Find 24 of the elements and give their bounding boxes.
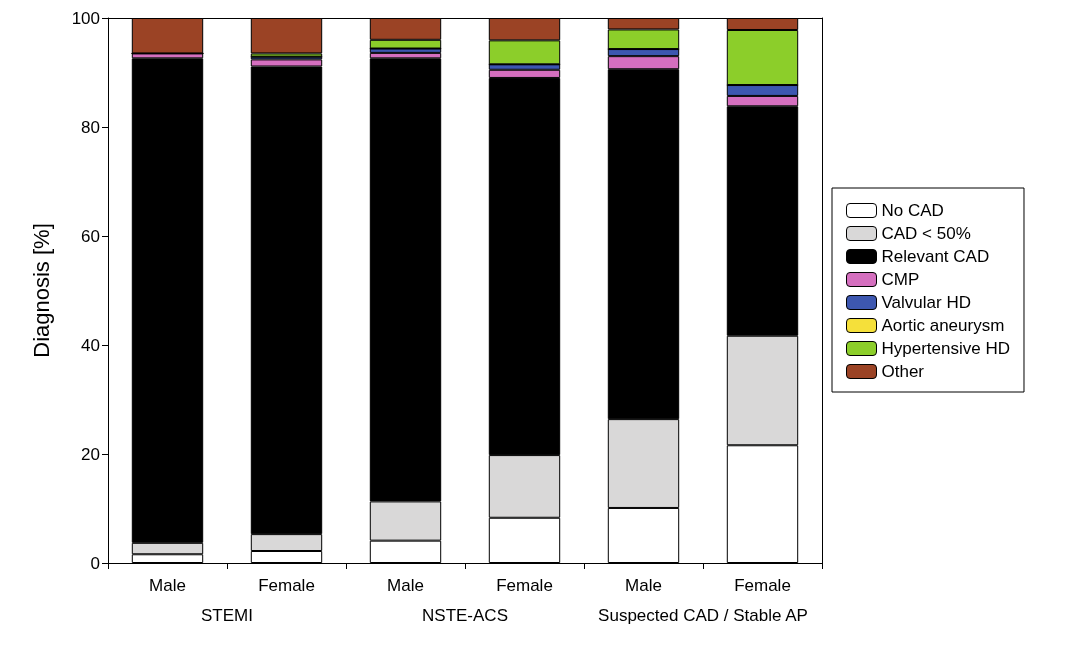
legend-label: CAD < 50% — [881, 224, 971, 243]
x-tick-label: Male — [387, 576, 424, 595]
x-tick-label: Female — [734, 576, 791, 595]
x-tick-label: Male — [625, 576, 662, 595]
x-tick-label: Female — [258, 576, 315, 595]
y-tick-label: 0 — [90, 553, 100, 573]
legend-label: Relevant CAD — [881, 247, 990, 266]
text: STEMI — [201, 606, 253, 625]
legend-label: CMP — [881, 270, 920, 289]
y-tick-label: 100 — [71, 8, 100, 28]
text: Suspected CAD / Stable AP — [598, 606, 808, 625]
y-tick-label: 80 — [81, 117, 100, 137]
legend-label: Other — [881, 362, 925, 381]
legend-label: Aortic aneurysm — [881, 316, 1005, 335]
legend-label: Hypertensive HD — [881, 339, 1010, 358]
y-axis-title: Diagnosis [%] — [28, 223, 54, 358]
legend-label: Valvular HD — [881, 293, 971, 312]
y-tick-label: 20 — [81, 444, 100, 464]
text: NSTE-ACS — [422, 606, 508, 625]
x-tick-label: Male — [149, 576, 186, 595]
x-tick-label: Female — [496, 576, 553, 595]
legend-label: No CAD — [881, 201, 944, 220]
y-tick-label: 40 — [81, 335, 100, 355]
y-tick-label: 60 — [81, 226, 100, 246]
